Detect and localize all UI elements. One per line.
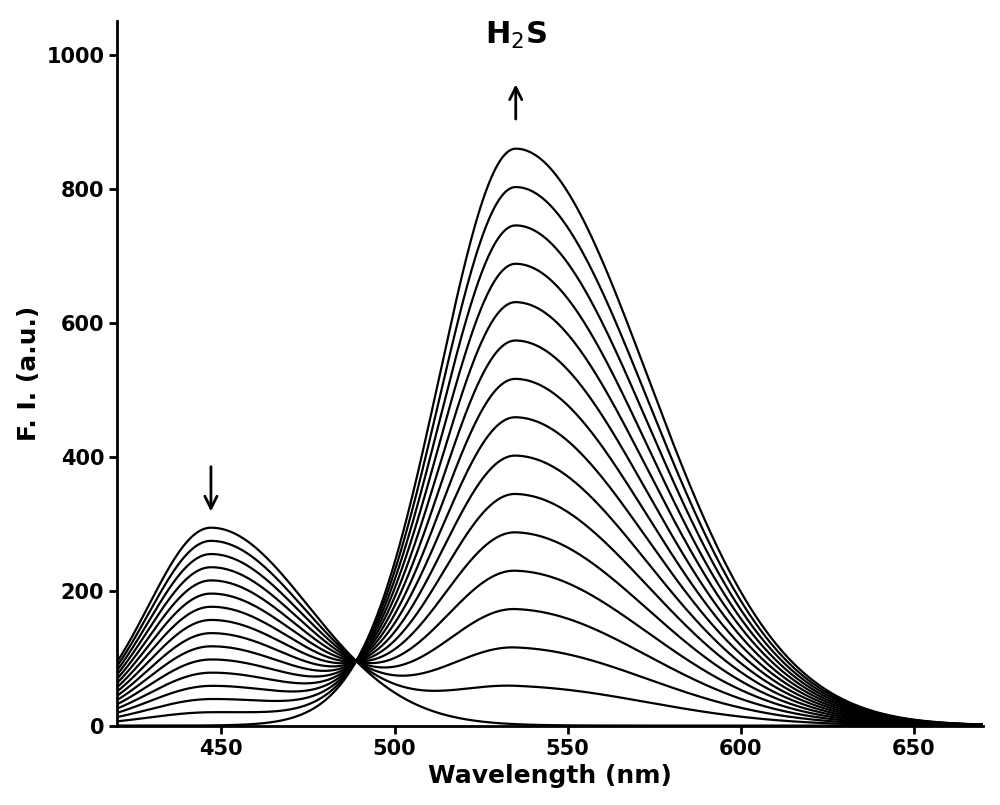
Text: H$_2$S: H$_2$S [485,20,547,52]
X-axis label: Wavelength (nm): Wavelength (nm) [428,764,672,788]
Y-axis label: F. I. (a.u.): F. I. (a.u.) [17,306,41,441]
